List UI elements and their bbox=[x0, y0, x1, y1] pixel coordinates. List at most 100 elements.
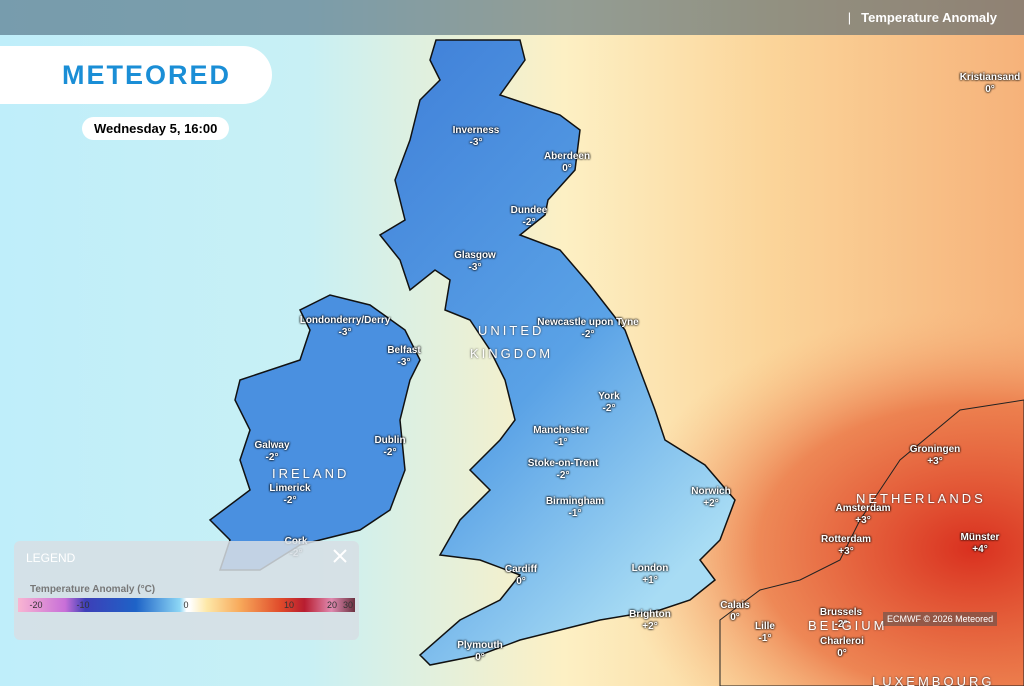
city-label[interactable]: Londonderry/Derry -3° bbox=[300, 315, 391, 339]
city-label[interactable]: Brighton +2° bbox=[629, 609, 671, 633]
city-name: Norwich bbox=[691, 486, 731, 497]
city-value: -3° bbox=[468, 262, 482, 273]
city-name: Rotterdam bbox=[820, 534, 872, 545]
city-value: -2° bbox=[581, 329, 595, 340]
city-name: York bbox=[598, 391, 620, 402]
city-name: Limerick bbox=[269, 483, 311, 494]
city-label[interactable]: Charleroi 0° bbox=[820, 636, 864, 660]
legend: LEGEND Temperature Anomaly (°C) -20 -10 0 1… bbox=[14, 541, 359, 640]
ireland bbox=[208, 294, 421, 571]
legend-title: LEGEND bbox=[26, 551, 76, 565]
city-value: -2° bbox=[556, 470, 570, 481]
city-value: +2° bbox=[703, 498, 719, 509]
city-value: +3° bbox=[927, 456, 943, 467]
city-label[interactable]: York -2° bbox=[598, 391, 620, 415]
city-name: Münster bbox=[960, 532, 1000, 543]
city-name: Kristiansand bbox=[959, 72, 1021, 83]
region-label: UNITED bbox=[478, 323, 545, 338]
scale-tick: 10 bbox=[283, 600, 295, 610]
city-value: -3° bbox=[338, 327, 352, 338]
scale-title: Temperature Anomaly (°C) bbox=[30, 584, 156, 595]
city-name: Galway bbox=[254, 440, 290, 451]
city-label[interactable]: Kristiansand 0° bbox=[960, 72, 1021, 96]
city-label[interactable]: Amsterdam +3° bbox=[835, 503, 890, 527]
city-value: -2° bbox=[602, 403, 616, 414]
region-label: NETHERLANDS bbox=[856, 491, 986, 506]
datetime[interactable]: Wednesday 5, 16:00 bbox=[82, 117, 230, 140]
color-scale bbox=[18, 598, 355, 612]
city-value: -2° bbox=[265, 452, 279, 463]
city-value: 0° bbox=[516, 576, 526, 587]
city-label[interactable]: Norwich +2° bbox=[691, 486, 730, 510]
city-label[interactable]: Dundee -2° bbox=[511, 205, 548, 229]
city-name: Amsterdam bbox=[835, 503, 891, 514]
city-label[interactable]: Brussels -2° bbox=[820, 607, 862, 631]
city-label[interactable]: Birmingham -1° bbox=[546, 496, 604, 520]
close-button[interactable] bbox=[333, 549, 347, 563]
city-value: -2° bbox=[834, 619, 848, 630]
city-name: Plymouth bbox=[457, 640, 503, 651]
city-value: +3° bbox=[838, 546, 854, 557]
city-value: +1° bbox=[642, 575, 658, 586]
region-label: IRELAND bbox=[272, 466, 350, 481]
city-label[interactable]: Rotterdam +3° bbox=[821, 534, 871, 558]
city-label[interactable]: Stoke-on-Trent -2° bbox=[528, 458, 599, 482]
city-name: Manchester bbox=[533, 425, 589, 436]
city-name: Aberdeen bbox=[543, 151, 591, 162]
region-label: LUXEMBOURG bbox=[872, 674, 995, 686]
city-label[interactable]: Belfast -3° bbox=[387, 345, 420, 369]
city-value: -3° bbox=[469, 137, 483, 148]
city-value: -2° bbox=[283, 495, 297, 506]
city-value: -2° bbox=[383, 447, 397, 458]
city-value: 0° bbox=[475, 652, 485, 663]
logo[interactable]: METEORED bbox=[0, 46, 272, 104]
city-name: Lille bbox=[754, 621, 776, 632]
city-name: Glasgow bbox=[454, 250, 496, 261]
city-name: Londonderry/Derry bbox=[299, 315, 391, 326]
city-label[interactable]: Manchester -1° bbox=[533, 425, 589, 449]
city-label[interactable]: London +1° bbox=[632, 563, 669, 587]
city-value: 0° bbox=[730, 612, 740, 623]
scale-tick: 20 bbox=[326, 600, 338, 610]
city-value: +4° bbox=[972, 544, 988, 555]
region-label: BELGIUM bbox=[808, 618, 888, 633]
city-name: Brighton bbox=[629, 609, 671, 620]
city-value: +3° bbox=[855, 515, 871, 526]
city-name: Belfast bbox=[387, 345, 421, 356]
city-label[interactable]: Calais 0° bbox=[720, 600, 749, 624]
city-label[interactable]: Glasgow -3° bbox=[454, 250, 496, 274]
city-label[interactable]: Inverness -3° bbox=[453, 125, 500, 149]
city-value: 0° bbox=[562, 163, 572, 174]
city-name: Calais bbox=[720, 600, 750, 611]
city-label[interactable]: Newcastle upon Tyne -2° bbox=[537, 317, 639, 341]
city-value: -1° bbox=[758, 633, 772, 644]
city-value: 0° bbox=[837, 648, 847, 659]
city-label[interactable]: Galway -2° bbox=[254, 440, 289, 464]
city-name: Charleroi bbox=[820, 636, 864, 647]
city-value: 0° bbox=[985, 84, 995, 95]
city-label[interactable]: Limerick -2° bbox=[269, 483, 310, 507]
city-name: Inverness bbox=[452, 125, 500, 136]
city-name: London bbox=[631, 563, 669, 574]
city-value: -1° bbox=[554, 437, 568, 448]
continent-coast bbox=[719, 399, 1024, 686]
city-label[interactable]: Dublin -2° bbox=[374, 435, 405, 459]
layer-name[interactable]: Temperature Anomaly bbox=[848, 10, 997, 25]
city-name: Cardiff bbox=[504, 564, 538, 575]
city-value: -1° bbox=[568, 508, 582, 519]
city-label[interactable]: Münster +4° bbox=[961, 532, 1000, 556]
city-name: Brussels bbox=[819, 607, 863, 618]
region-label: KINGDOM bbox=[470, 346, 554, 361]
city-name: Groningen bbox=[909, 444, 961, 455]
scale-tick: 30 bbox=[342, 600, 354, 610]
city-name: Dublin bbox=[374, 435, 406, 446]
city-name: Birmingham bbox=[545, 496, 605, 507]
city-label[interactable]: Aberdeen 0° bbox=[544, 151, 590, 175]
city-name: Stoke-on-Trent bbox=[527, 458, 599, 469]
city-value: +2° bbox=[642, 621, 658, 632]
city-label[interactable]: Plymouth 0° bbox=[457, 640, 503, 664]
city-label[interactable]: Cardiff 0° bbox=[505, 564, 537, 588]
city-label[interactable]: Lille -1° bbox=[755, 621, 775, 645]
city-label[interactable]: Groningen +3° bbox=[910, 444, 961, 468]
